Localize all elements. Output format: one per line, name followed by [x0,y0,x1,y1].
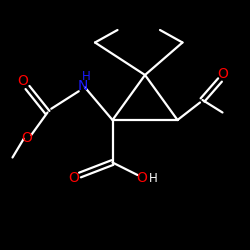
Text: O: O [68,170,79,184]
Text: H: H [150,172,158,185]
Text: O: O [217,67,228,81]
Text: O: O [17,74,28,88]
Text: H: H [82,70,90,83]
Text: O: O [136,170,147,184]
Text: O: O [21,130,32,144]
Text: N: N [77,79,88,93]
